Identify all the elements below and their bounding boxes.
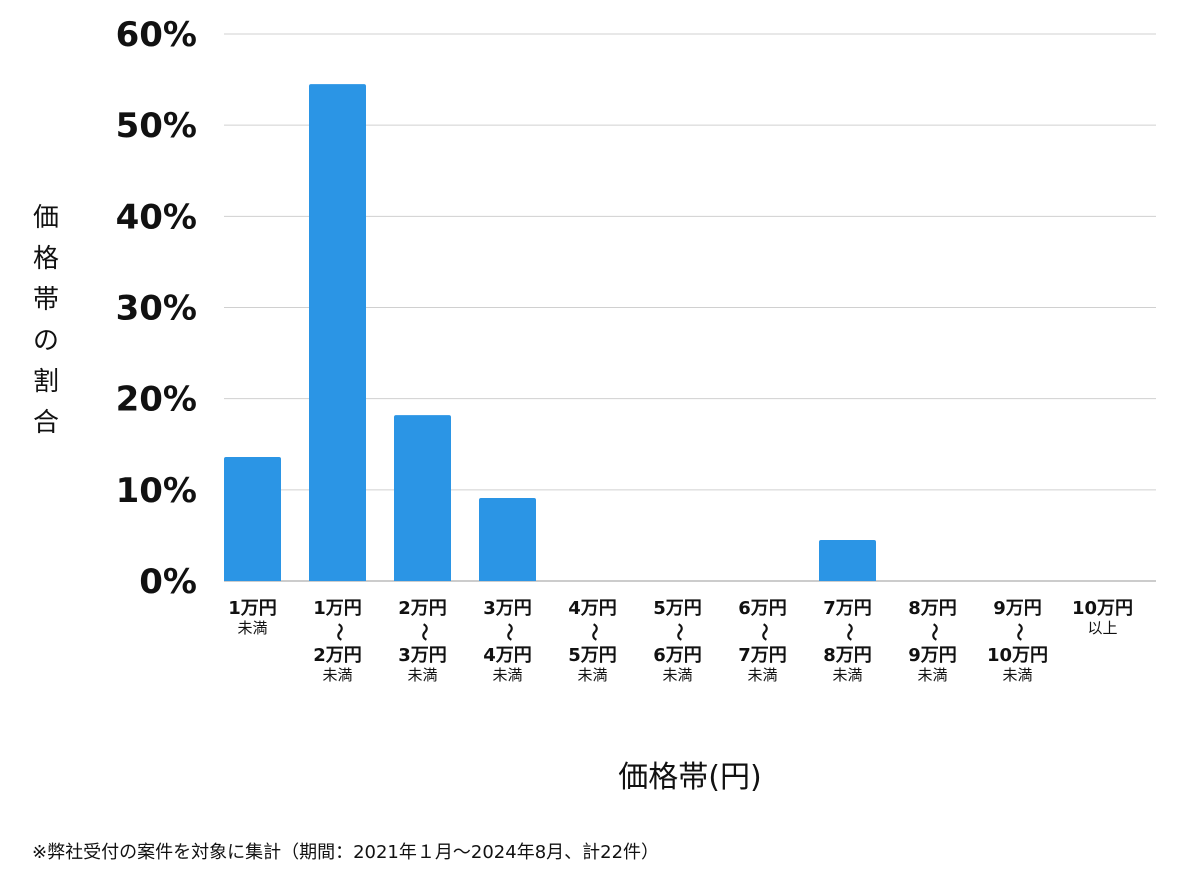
x-tick-label: 1万円 未満 (211, 596, 295, 639)
price-to-text: 5万円 (568, 645, 617, 666)
suffix-text: 未満 (832, 666, 863, 684)
suffix-text: 未満 (917, 666, 948, 684)
x-tick-label: 10万円 以上 (1061, 596, 1145, 639)
suffix-text: 以上 (1087, 619, 1118, 637)
y-axis-label-char: 格 (32, 244, 59, 274)
price-from-text: 10万円 (1071, 598, 1134, 619)
price-from-text: 1万円 (313, 598, 362, 619)
range-separator: 〜 (497, 623, 519, 641)
x-tick-label: 8万円〜 9万円 未満 (891, 596, 975, 686)
y-tick-label: 40% (116, 197, 197, 237)
range-separator: 〜 (667, 623, 689, 641)
y-axis-label-char: 価 (32, 203, 59, 233)
range-separator: 〜 (1007, 623, 1029, 641)
price-from-text: 7万円 (823, 598, 872, 619)
price-from-text: 1万円 (228, 598, 277, 619)
y-tick-label: 10% (116, 471, 197, 511)
price-to-text: 2万円 (313, 645, 362, 666)
y-tick-label: 20% (116, 380, 197, 420)
range-separator: 〜 (582, 623, 604, 641)
y-tick-label: 0% (139, 562, 197, 602)
suffix-text: 未満 (407, 666, 438, 684)
suffix-text: 未満 (237, 619, 268, 637)
x-tick-label: 9万円〜 10万円 未満 (976, 596, 1060, 686)
suffix-text: 未満 (492, 666, 523, 684)
price-to-text: 7万円 (738, 645, 787, 666)
y-tick-label: 60% (116, 15, 197, 55)
x-tick-label: 2万円〜 3万円 未満 (381, 596, 465, 686)
price-to-text: 3万円 (398, 645, 447, 666)
x-axis-label: 価格帯(円) (618, 760, 762, 795)
range-separator: 〜 (752, 623, 774, 641)
x-tick-label: 6万円〜 7万円 未満 (721, 596, 805, 686)
suffix-text: 未満 (322, 666, 353, 684)
suffix-text: 未満 (577, 666, 608, 684)
bar (309, 84, 366, 582)
y-axis-label-char: 合 (32, 408, 59, 438)
y-tick-label: 50% (116, 106, 197, 146)
price-to-text: 9万円 (908, 645, 957, 666)
x-tick-label: 5万円〜 6万円 未満 (636, 596, 720, 686)
range-separator: 〜 (327, 623, 349, 641)
price-to-text: 6万円 (653, 645, 702, 666)
x-tick-label: 7万円〜 8万円 未満 (806, 596, 890, 686)
price-from-text: 2万円 (398, 598, 447, 619)
price-from-text: 9万円 (993, 598, 1042, 619)
footnote: ※弊社受付の案件を対象に集計（期間：2021年１月〜2024年8月、計22件） (32, 842, 660, 863)
suffix-text: 未満 (662, 666, 693, 684)
price-from-text: 4万円 (568, 598, 617, 619)
y-tick-label: 30% (116, 289, 197, 329)
price-from-text: 3万円 (483, 598, 532, 619)
price-to-text: 8万円 (823, 645, 872, 666)
range-separator: 〜 (837, 623, 859, 641)
bar (819, 539, 876, 581)
x-tick-label: 1万円〜 2万円 未満 (296, 596, 380, 686)
y-axis-label: 価格帯の割合 (28, 198, 64, 444)
suffix-text: 未満 (747, 666, 778, 684)
price-from-text: 5万円 (653, 598, 702, 619)
range-separator: 〜 (922, 623, 944, 641)
price-to-text: 10万円 (986, 645, 1049, 666)
price-from-text: 6万円 (738, 598, 787, 619)
y-axis-label-char: 割 (32, 367, 59, 397)
x-tick-label: 4万円〜 5万円 未満 (551, 596, 635, 686)
y-axis-label-char: の (32, 326, 59, 356)
x-tick-label: 3万円〜 4万円 未満 (466, 596, 550, 686)
range-separator: 〜 (412, 623, 434, 641)
price-from-text: 8万円 (908, 598, 957, 619)
bar (479, 498, 536, 581)
suffix-text: 未満 (1002, 666, 1033, 684)
y-axis-label-char: 帯 (32, 285, 59, 315)
bar (394, 415, 451, 581)
bar (224, 457, 281, 581)
price-to-text: 4万円 (483, 645, 532, 666)
